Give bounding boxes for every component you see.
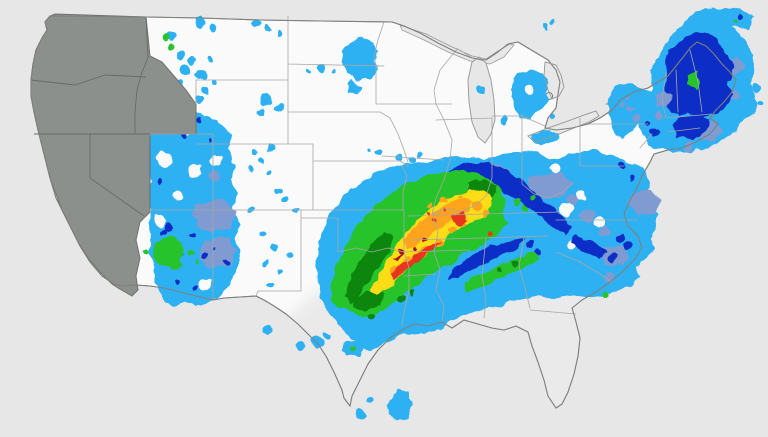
lake-huron-showers	[511, 70, 548, 120]
storm-red-streak	[390, 240, 440, 280]
minnesota-showers-tail	[346, 80, 362, 94]
arizona-green-cell	[154, 237, 184, 271]
storm-north-snow-band	[448, 163, 572, 235]
precip-snow-layer	[157, 14, 743, 293]
maine-green-pocket	[688, 71, 701, 90]
gulf-of-mexico-showers	[388, 389, 412, 422]
no-coverage-state-borders	[30, 16, 196, 217]
new-england-snow-core	[664, 30, 734, 118]
dry-gaps	[154, 85, 605, 292]
new-brunswick-showers	[712, 7, 755, 29]
precip-extreme-layer	[390, 208, 493, 280]
lake-shorelines	[467, 56, 600, 144]
minnesota-showers	[342, 37, 378, 80]
